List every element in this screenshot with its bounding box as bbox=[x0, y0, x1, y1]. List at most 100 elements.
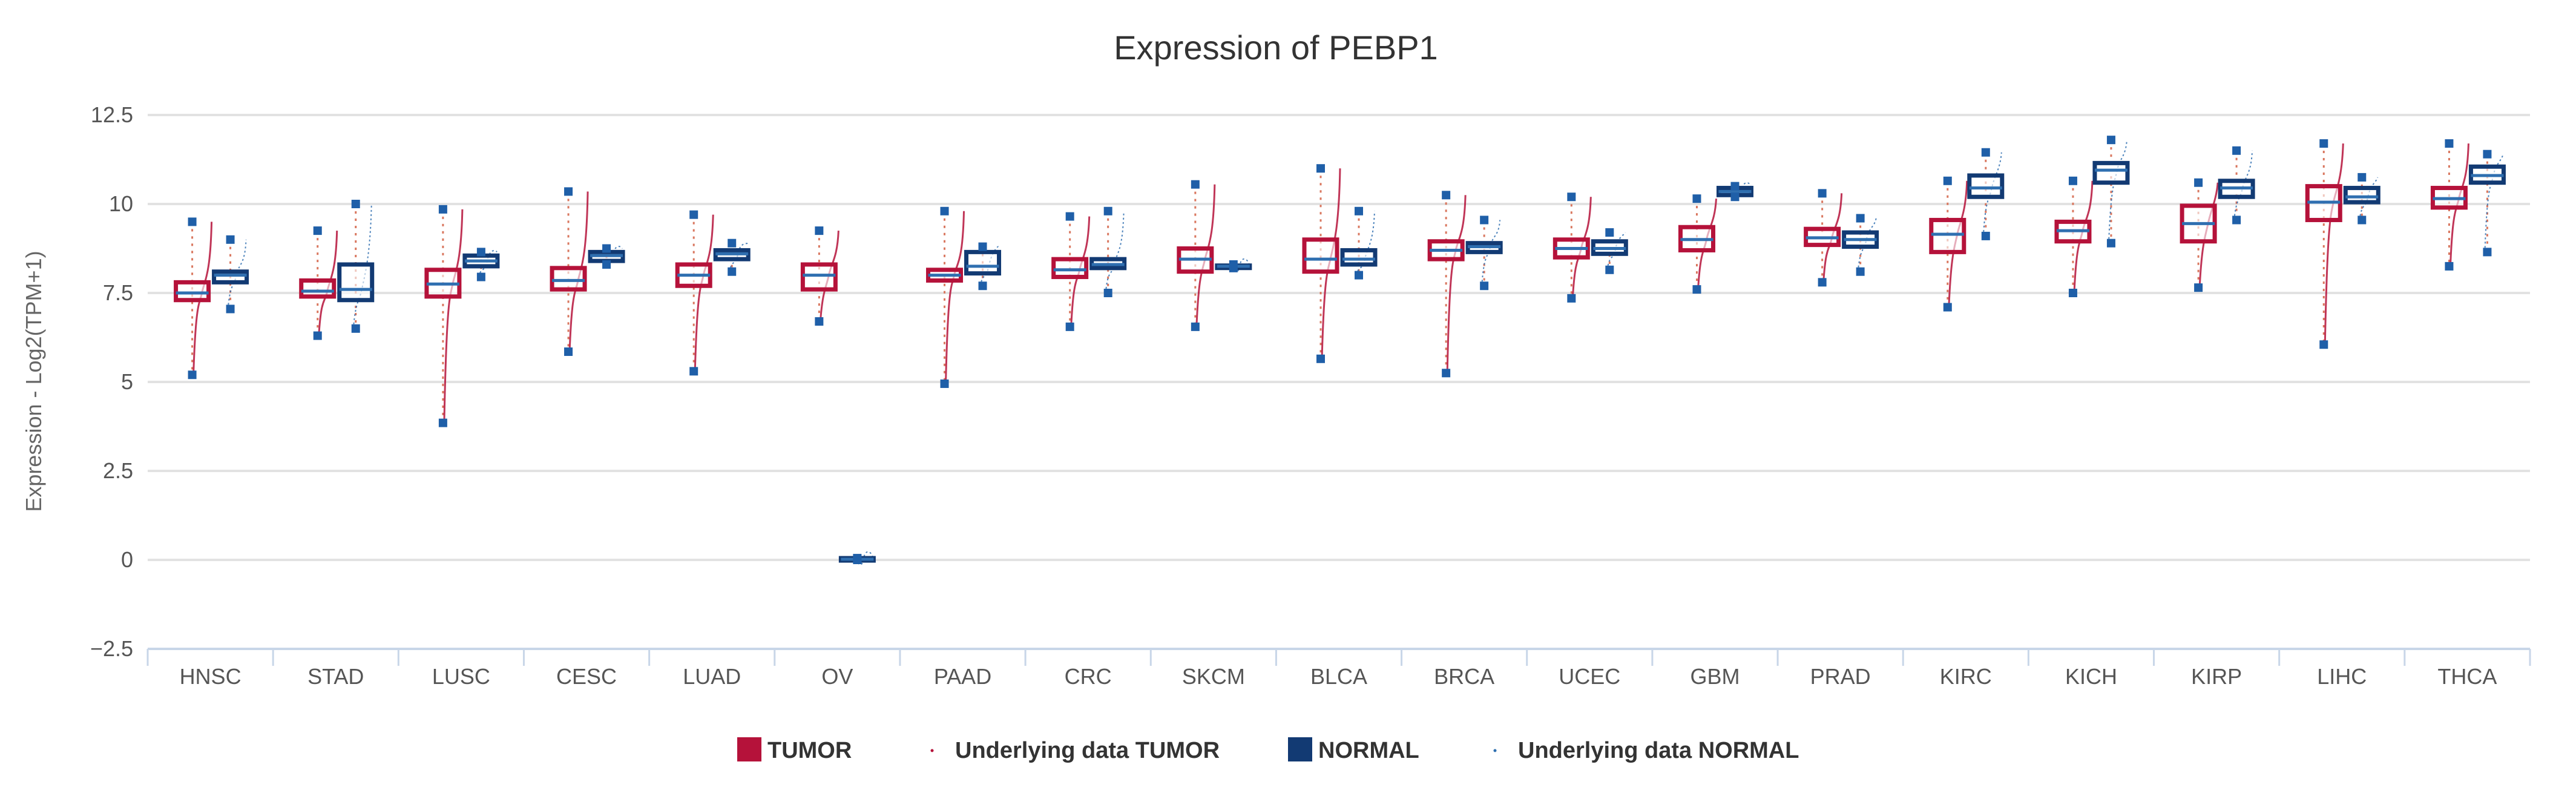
tumor-box-kirp bbox=[2180, 178, 2219, 292]
x-tick-label: KIRP bbox=[2191, 664, 2242, 689]
max-marker bbox=[602, 244, 611, 253]
x-tick-label: KIRC bbox=[1940, 664, 1992, 689]
min-marker bbox=[2319, 340, 2328, 349]
legend-item-normal[interactable]: NORMAL bbox=[1288, 737, 1419, 763]
max-marker bbox=[564, 187, 573, 196]
max-marker bbox=[940, 206, 949, 215]
min-marker bbox=[2068, 289, 2077, 297]
chart-title: Expression of PEBP1 bbox=[1114, 28, 1438, 67]
max-marker bbox=[2068, 176, 2077, 185]
normal-box-cesc bbox=[588, 244, 625, 269]
x-tick-label: THCA bbox=[2437, 664, 2497, 689]
underlying-data-tumor bbox=[2324, 143, 2344, 345]
max-marker bbox=[1856, 214, 1865, 223]
underlying-data-normal bbox=[2359, 177, 2379, 220]
min-marker bbox=[1065, 322, 1074, 331]
gridlines bbox=[148, 114, 2530, 561]
legend-item-tumor[interactable]: TUMOR bbox=[737, 737, 852, 763]
x-tick-label: UCEC bbox=[1559, 664, 1620, 689]
max-marker bbox=[1103, 206, 1112, 215]
box bbox=[2092, 160, 2130, 185]
max-marker bbox=[1943, 176, 1952, 185]
tumor-box-ov bbox=[800, 226, 840, 326]
legend-label-normal: NORMAL bbox=[1318, 738, 1419, 763]
tumor-box-stad bbox=[299, 226, 338, 340]
legend: TUMOR Underlying data TUMOR NORMAL Under… bbox=[737, 737, 1799, 763]
tumor-box-prad bbox=[1804, 189, 1843, 287]
normal-box-skcm bbox=[1215, 258, 1252, 273]
y-tick-label: 0 bbox=[121, 547, 133, 572]
min-marker bbox=[1981, 231, 1990, 240]
min-marker bbox=[438, 418, 447, 427]
min-marker bbox=[1355, 271, 1363, 280]
normal-box-lusc bbox=[462, 248, 500, 281]
x-tick-label: LIHC bbox=[2317, 664, 2367, 689]
x-tick-label: CESC bbox=[556, 664, 617, 689]
min-marker bbox=[2445, 261, 2454, 271]
max-marker bbox=[188, 217, 197, 226]
normal-box-blca bbox=[1340, 206, 1378, 280]
max-marker bbox=[1692, 194, 1701, 203]
underlying-tumor-marker bbox=[930, 749, 934, 752]
box bbox=[299, 278, 337, 299]
x-tick-label: GBM bbox=[1690, 664, 1740, 689]
max-marker bbox=[226, 235, 235, 244]
underlying-normal-marker bbox=[1493, 749, 1497, 752]
max-marker bbox=[351, 200, 360, 208]
normal-box-thca bbox=[2468, 150, 2506, 257]
max-marker bbox=[1818, 189, 1827, 198]
x-tick-label: LUSC bbox=[432, 664, 490, 689]
box bbox=[964, 249, 1002, 276]
box bbox=[1051, 257, 1089, 280]
max-marker bbox=[2445, 139, 2454, 148]
max-marker bbox=[2106, 136, 2115, 145]
min-marker bbox=[1730, 192, 1740, 202]
x-tick-label: STAD bbox=[307, 664, 364, 689]
y-tick-label: 7.5 bbox=[103, 280, 133, 305]
y-tick-label: 2.5 bbox=[103, 458, 133, 483]
box bbox=[1967, 173, 2005, 199]
max-marker bbox=[1442, 191, 1451, 200]
min-marker bbox=[1692, 285, 1701, 294]
tumor-box-skcm bbox=[1177, 180, 1216, 331]
max-marker bbox=[476, 248, 485, 257]
max-marker bbox=[1605, 228, 1614, 237]
tumor-box-luad bbox=[675, 210, 714, 376]
max-marker bbox=[2232, 146, 2241, 155]
normal-box-kirp bbox=[2218, 146, 2255, 225]
x-tick-label: BRCA bbox=[1434, 664, 1494, 689]
underlying-data-normal bbox=[2108, 140, 2128, 243]
max-marker bbox=[728, 238, 737, 248]
underlying-data-tumor bbox=[443, 209, 464, 423]
max-marker bbox=[1480, 215, 1489, 225]
y-tick-label: 5 bbox=[121, 369, 133, 394]
x-tick-label: BLCA bbox=[1310, 664, 1367, 689]
plot-area bbox=[174, 136, 2506, 565]
min-marker bbox=[815, 317, 824, 326]
min-marker bbox=[2106, 238, 2115, 248]
min-marker bbox=[1191, 322, 1200, 331]
max-marker bbox=[2194, 178, 2203, 187]
tumor-box-brca bbox=[1427, 191, 1467, 378]
tumor-box-lihc bbox=[2305, 139, 2344, 349]
legend-label-tumor: TUMOR bbox=[767, 738, 852, 763]
min-marker bbox=[728, 267, 737, 276]
min-marker bbox=[2232, 215, 2241, 225]
max-marker bbox=[978, 242, 987, 251]
tumor-box-crc bbox=[1051, 212, 1091, 331]
min-marker bbox=[1480, 281, 1489, 291]
max-marker bbox=[1355, 206, 1363, 215]
tumor-box-paad bbox=[926, 206, 965, 388]
legend-item-underlying-tumor[interactable]: Underlying data TUMOR bbox=[930, 738, 1220, 763]
normal-box-hnsc bbox=[212, 235, 249, 314]
underlying-data-normal bbox=[352, 203, 372, 329]
min-marker bbox=[1442, 369, 1451, 378]
legend-item-underlying-normal[interactable]: Underlying data NORMAL bbox=[1493, 738, 1799, 763]
min-marker bbox=[2483, 248, 2492, 257]
min-marker bbox=[602, 260, 611, 269]
min-marker bbox=[1605, 265, 1614, 274]
x-tick-label: KICH bbox=[2065, 664, 2117, 689]
underlying-data-normal bbox=[2233, 150, 2253, 220]
y-tick-label: −2.5 bbox=[90, 636, 133, 661]
min-marker bbox=[689, 367, 698, 376]
